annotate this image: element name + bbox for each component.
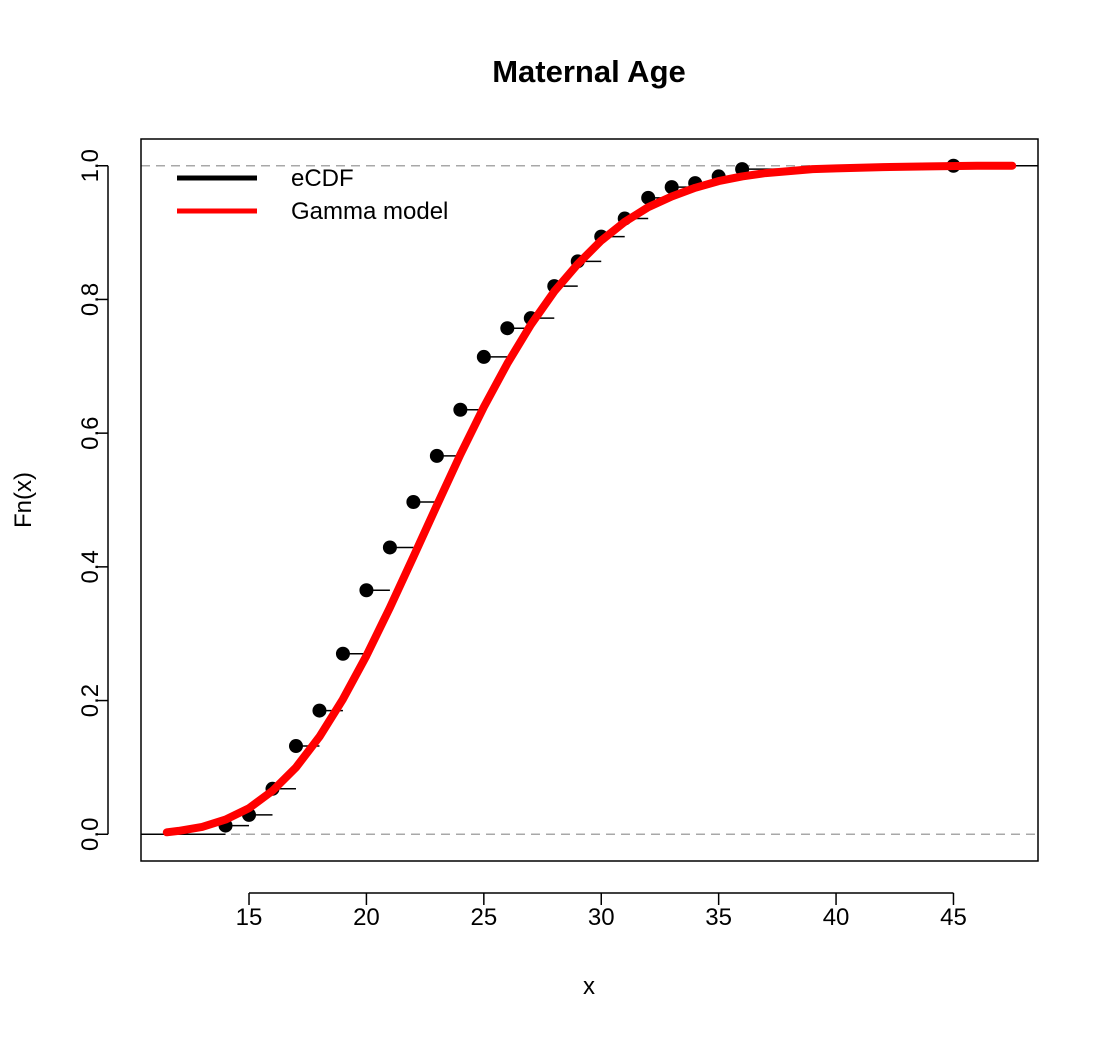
ecdf-point xyxy=(453,402,468,417)
x-tick-label: 30 xyxy=(588,904,615,931)
gamma-series xyxy=(162,161,1017,837)
x-axis-label: x xyxy=(583,973,595,1000)
x-tick-label: 15 xyxy=(236,904,263,931)
y-axis-label: Fn(x) xyxy=(10,472,37,528)
ecdf-point xyxy=(288,739,303,754)
x-axis: 15 20 25 30 35 40 45 xyxy=(236,892,967,931)
y-axis: 0.0 0.2 0.4 0.6 0.8 1.0 xyxy=(77,149,109,851)
ecdf-point xyxy=(312,703,327,718)
y-tick-label: 0.2 xyxy=(77,684,104,717)
ecdf-point xyxy=(382,540,397,555)
reference-lines xyxy=(141,164,1038,836)
ecdf-point xyxy=(500,321,515,336)
x-tick-label: 40 xyxy=(823,904,850,931)
legend: eCDF Gamma model xyxy=(177,165,448,225)
chart-title: Maternal Age xyxy=(492,54,686,89)
y-tick-label: 1.0 xyxy=(77,149,104,182)
ecdf-point xyxy=(359,583,374,598)
y-tick-label: 0.0 xyxy=(77,818,104,851)
ecdf-point xyxy=(664,180,679,195)
legend-ecdf-label: eCDF xyxy=(291,165,354,192)
x-tick-label: 35 xyxy=(705,904,732,931)
gamma-curve xyxy=(162,161,1017,837)
legend-gamma-label: Gamma model xyxy=(291,198,448,225)
ecdf-point xyxy=(476,349,491,364)
y-tick-label: 0.8 xyxy=(77,283,104,316)
y-tick-label: 0.6 xyxy=(77,416,104,449)
ecdf-series xyxy=(141,158,1038,836)
ecdf-point xyxy=(335,646,350,661)
x-tick-label: 25 xyxy=(470,904,497,931)
x-tick-label: 20 xyxy=(353,904,380,931)
ecdf-point xyxy=(406,495,421,510)
ecdf-point xyxy=(429,448,444,463)
x-tick-label: 45 xyxy=(940,904,967,931)
y-tick-label: 0.4 xyxy=(77,550,104,583)
plot-frame xyxy=(140,138,1039,862)
